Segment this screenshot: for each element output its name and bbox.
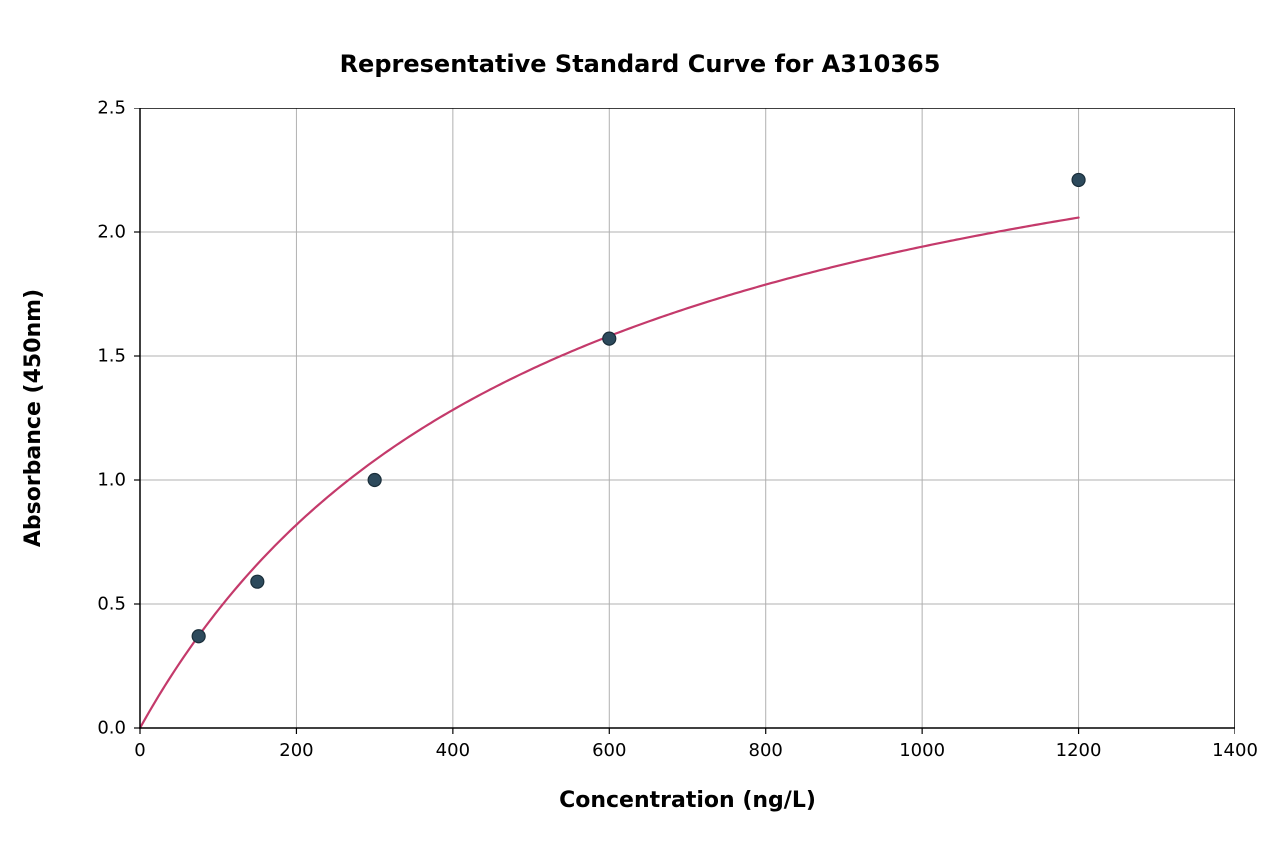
data-point: [1072, 173, 1085, 186]
data-point: [192, 630, 205, 643]
xtick-label: 1200: [1056, 740, 1102, 761]
plot-area: [140, 108, 1235, 728]
xtick-label: 0: [134, 740, 145, 761]
ytick-label: 2.0: [97, 222, 126, 243]
ytick-label: 0.5: [97, 594, 126, 615]
ytick-label: 2.5: [97, 98, 126, 119]
y-axis-label: Absorbance (450nm): [21, 108, 46, 728]
ytick-label: 1.5: [97, 346, 126, 367]
data-point: [603, 332, 616, 345]
plot-frame: [140, 108, 1235, 728]
xtick-label: 1000: [899, 740, 945, 761]
xtick-label: 200: [279, 740, 313, 761]
ytick-label: 1.0: [97, 470, 126, 491]
ytick-label: 0.0: [97, 718, 126, 739]
plot-svg: [130, 108, 1235, 738]
xtick-label: 800: [749, 740, 783, 761]
xtick-label: 1400: [1212, 740, 1258, 761]
data-point: [368, 474, 381, 487]
data-point: [251, 575, 264, 588]
figure: Representative Standard Curve for A31036…: [0, 0, 1280, 845]
chart-title: Representative Standard Curve for A31036…: [0, 50, 1280, 78]
xtick-label: 600: [592, 740, 626, 761]
x-axis-label: Concentration (ng/L): [559, 788, 816, 813]
xtick-label: 400: [436, 740, 470, 761]
